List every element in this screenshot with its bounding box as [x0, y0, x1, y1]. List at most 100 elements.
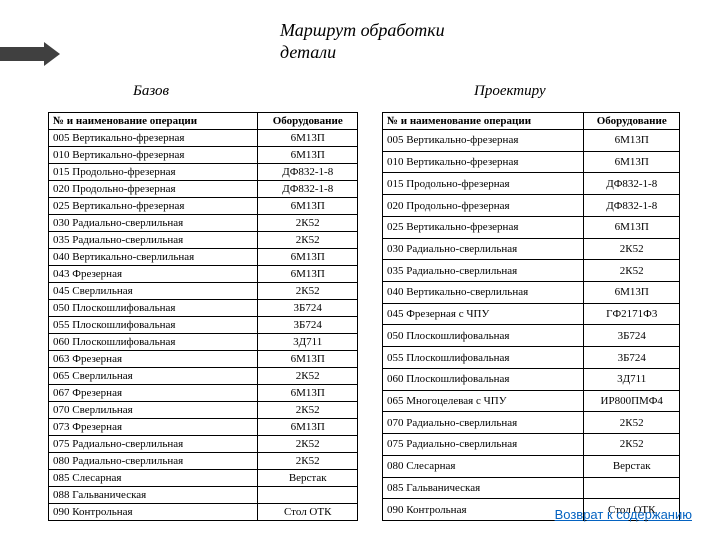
op-name: 085 Гальваническая — [382, 477, 584, 499]
table-row: 030 Радиально-сверлильная2К52 — [382, 238, 679, 260]
table-row: 065 Многоцелевая с ЧПУИР800ПМФ4 — [382, 390, 679, 412]
op-name: 010 Вертикально-фрезерная — [49, 147, 258, 164]
op-name: 040 Вертикально-сверлильная — [382, 282, 584, 304]
table-row: 055 Плоскошлифовальная3Б724 — [49, 317, 358, 334]
op-name: 045 Сверлильная — [49, 283, 258, 300]
op-equip: 2К52 — [258, 232, 357, 249]
op-name: 067 Фрезерная — [49, 385, 258, 402]
op-equip: 6М13П — [258, 249, 357, 266]
table-row: 035 Радиально-сверлильная2К52 — [382, 260, 679, 282]
table-row: 073 Фрезерная6М13П — [49, 419, 358, 436]
arrow-icon — [0, 42, 60, 66]
op-name: 080 Радиально-сверлильная — [49, 453, 258, 470]
op-equip: ИР800ПМФ4 — [584, 390, 680, 412]
op-name: 005 Вертикально-фрезерная — [382, 130, 584, 152]
table-row: 085 Гальваническая — [382, 477, 679, 499]
op-equip: Верстак — [584, 455, 680, 477]
op-equip: 2К52 — [258, 368, 357, 385]
op-equip: 6М13П — [584, 130, 680, 152]
table-header-row: № и наименование операции Оборудование — [49, 113, 358, 130]
op-name: 050 Плоскошлифовальная — [382, 325, 584, 347]
op-name: 043 Фрезерная — [49, 266, 258, 283]
return-link[interactable]: Возврат к содержанию — [555, 507, 692, 522]
op-name: 080 Слесарная — [382, 455, 584, 477]
title-line1: Маршрут обработки — [280, 20, 445, 40]
col-equip-header: Оборудование — [258, 113, 357, 130]
op-name: 015 Продольно-фрезерная — [382, 173, 584, 195]
op-equip: 6М13П — [258, 419, 357, 436]
table-row: 060 Плоскошлифовальная3Д711 — [49, 334, 358, 351]
op-name: 070 Сверлильная — [49, 402, 258, 419]
op-equip: 2К52 — [584, 260, 680, 282]
table-row: 045 Фрезерная с ЧПУГФ2171Ф3 — [382, 303, 679, 325]
op-name: 070 Радиально-сверлильная — [382, 412, 584, 434]
op-name: 025 Вертикально-фрезерная — [49, 198, 258, 215]
op-equip: Стол ОТК — [258, 504, 357, 521]
table-row: 060 Плоскошлифовальная3Д711 — [382, 368, 679, 390]
subtitle-right: Проектиру — [474, 84, 546, 100]
table-row: 067 Фрезерная6М13П — [49, 385, 358, 402]
table-row: 043 Фрезерная6М13П — [49, 266, 358, 283]
op-equip: 2К52 — [258, 453, 357, 470]
table-row: 025 Вертикально-фрезерная6М13П — [382, 216, 679, 238]
table-row: 005 Вертикально-фрезерная6М13П — [382, 130, 679, 152]
table-row: 020 Продольно-фрезернаяДФ832-1-8 — [49, 181, 358, 198]
table-row: 055 Плоскошлифовальная3Б724 — [382, 347, 679, 369]
op-name: 055 Плоскошлифовальная — [382, 347, 584, 369]
op-equip: 2К52 — [258, 436, 357, 453]
table-row: 035 Радиально-сверлильная2К52 — [49, 232, 358, 249]
op-name: 025 Вертикально-фрезерная — [382, 216, 584, 238]
base-route-table: № и наименование операции Оборудование 0… — [48, 112, 358, 521]
tables-container: № и наименование операции Оборудование 0… — [48, 112, 680, 521]
table-row: 015 Продольно-фрезернаяДФ832-1-8 — [382, 173, 679, 195]
op-equip: ДФ832-1-8 — [258, 164, 357, 181]
op-equip: ДФ832-1-8 — [584, 195, 680, 217]
op-equip: 3Д711 — [584, 368, 680, 390]
op-name: 060 Плоскошлифовальная — [382, 368, 584, 390]
op-name: 015 Продольно-фрезерная — [49, 164, 258, 181]
op-equip: 3Б724 — [584, 347, 680, 369]
table-row: 063 Фрезерная6М13П — [49, 351, 358, 368]
op-equip: 6М13П — [258, 266, 357, 283]
table-row: 015 Продольно-фрезернаяДФ832-1-8 — [49, 164, 358, 181]
table-row: 005 Вертикально-фрезерная6М13П — [49, 130, 358, 147]
title-line2: детали — [280, 42, 336, 62]
op-name: 075 Радиально-сверлильная — [49, 436, 258, 453]
op-equip — [258, 487, 357, 504]
op-name: 088 Гальваническая — [49, 487, 258, 504]
op-name: 065 Многоцелевая с ЧПУ — [382, 390, 584, 412]
op-equip: 6М13П — [584, 151, 680, 173]
op-name: 085 Слесарная — [49, 470, 258, 487]
designed-route-table: № и наименование операции Оборудование 0… — [382, 112, 680, 521]
op-equip: 2К52 — [258, 215, 357, 232]
op-equip: 3Б724 — [584, 325, 680, 347]
table-row: 085 СлесарнаяВерстак — [49, 470, 358, 487]
op-name: 050 Плоскошлифовальная — [49, 300, 258, 317]
table-row: 070 Радиально-сверлильная2К52 — [382, 412, 679, 434]
table-row: 010 Вертикально-фрезерная6М13П — [382, 151, 679, 173]
op-equip: 6М13П — [584, 282, 680, 304]
table-row: 020 Продольно-фрезернаяДФ832-1-8 — [382, 195, 679, 217]
table-row: 040 Вертикально-сверлильная6М13П — [49, 249, 358, 266]
op-equip: Верстак — [258, 470, 357, 487]
op-name: 005 Вертикально-фрезерная — [49, 130, 258, 147]
op-equip: ГФ2171Ф3 — [584, 303, 680, 325]
table-header-row: № и наименование операции Оборудование — [382, 113, 679, 130]
table-row: 075 Радиально-сверлильная2К52 — [382, 434, 679, 456]
table-row: 080 СлесарнаяВерстак — [382, 455, 679, 477]
col-equip-header: Оборудование — [584, 113, 680, 130]
table-row: 025 Вертикально-фрезерная6М13П — [49, 198, 358, 215]
col-name-header: № и наименование операции — [49, 113, 258, 130]
op-equip: ДФ832-1-8 — [584, 173, 680, 195]
table-row: 045 Сверлильная2К52 — [49, 283, 358, 300]
op-equip: 3Б724 — [258, 317, 357, 334]
op-name: 035 Радиально-сверлильная — [382, 260, 584, 282]
op-equip: 6М13П — [258, 351, 357, 368]
op-equip: 6М13П — [584, 216, 680, 238]
op-equip: 6М13П — [258, 147, 357, 164]
table-row: 090 КонтрольнаяСтол ОТК — [49, 504, 358, 521]
col-name-header: № и наименование операции — [382, 113, 584, 130]
op-name: 030 Радиально-сверлильная — [382, 238, 584, 260]
op-equip: 3Д711 — [258, 334, 357, 351]
op-name: 073 Фрезерная — [49, 419, 258, 436]
